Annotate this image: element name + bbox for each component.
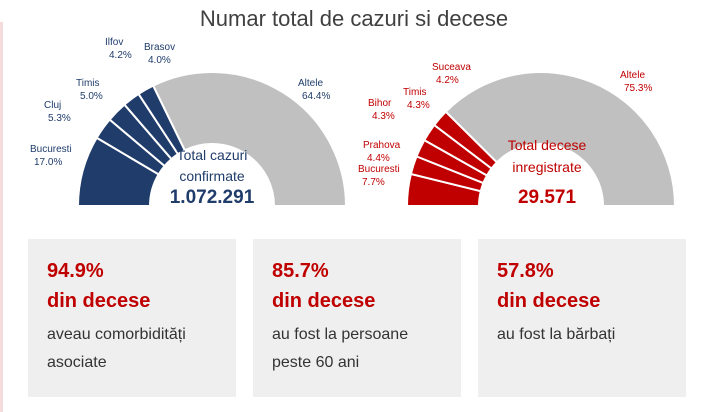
slice-label-altele: Altele <box>298 78 323 89</box>
slice-value-cluj: 5.3% <box>48 113 71 124</box>
slice-label-prahova: Prahova <box>363 140 401 151</box>
center-label-2: confirmate <box>179 168 245 184</box>
center-label-1: Total decese <box>508 137 587 153</box>
center-total: 1.072.291 <box>170 187 255 208</box>
slice-label-altele: Altele <box>620 70 645 81</box>
deaths-chart: Bucuresti 7.7% Prahova 4.4% Bihor 4.3% Timis 4.… <box>358 62 677 208</box>
stat-card-subtitle: din decese <box>47 290 151 312</box>
accent-line <box>0 22 3 412</box>
stat-card-percent: 85.7% <box>272 260 329 282</box>
slice-value-altele: 64.4% <box>302 91 330 102</box>
slice-label-cluj: Cluj <box>44 100 61 111</box>
stat-card-comorbidities: 94.9% din decese aveau comorbidități aso… <box>28 239 236 397</box>
stat-card-line1: au fost la bărbați <box>497 326 616 343</box>
slice-label-brasov: Brasov <box>144 42 175 53</box>
page-title: Numar total de cazuri si decese <box>199 6 509 31</box>
stat-card-subtitle: din decese <box>272 290 376 312</box>
slice-label-bihor: Bihor <box>368 98 392 109</box>
slice-value-brasov: 4.0% <box>148 55 171 66</box>
stat-card-line2: peste 60 ani <box>272 354 360 371</box>
stat-card-gender: 57.8% din decese au fost la bărbați <box>478 239 686 397</box>
slice-altele <box>444 71 677 207</box>
center-label-2: inregistrate <box>512 159 581 175</box>
slice-label-bucuresti: Bucuresti <box>358 164 400 175</box>
slice-value-bucuresti: 17.0% <box>34 157 62 168</box>
stat-card-subtitle: din decese <box>497 290 601 312</box>
cases-chart: Bucuresti 17.0% Cluj 5.3% Timis 5.0% Ilfov 4.2%… <box>30 37 348 208</box>
slice-value-prahova: 4.4% <box>367 153 390 164</box>
center-total: 29.571 <box>518 187 577 208</box>
slice-value-suceava: 4.2% <box>436 75 459 86</box>
slice-value-bucuresti: 7.7% <box>362 177 385 188</box>
slice-altele <box>151 71 348 207</box>
stat-card-age: 85.7% din decese au fost la persoane pes… <box>253 239 461 397</box>
slice-value-timis: 4.3% <box>407 100 430 111</box>
slice-label-timis: Timis <box>403 87 427 98</box>
stat-card-line1: aveau comorbidități <box>47 326 186 343</box>
stat-card-line1: au fost la persoane <box>272 326 409 343</box>
slice-value-timis: 5.0% <box>80 91 103 102</box>
stat-card-percent: 57.8% <box>497 260 554 282</box>
stat-card-percent: 94.9% <box>47 260 104 282</box>
slice-value-altele: 75.3% <box>624 83 652 94</box>
stat-card-line2: asociate <box>47 354 107 371</box>
charts-area: Bucuresti 17.0% Cluj 5.3% Timis 5.0% Ilfov 4.2%… <box>30 37 677 208</box>
slice-label-timis: Timis <box>76 78 100 89</box>
center-label-1: Total cazuri <box>177 147 248 163</box>
slice-label-bucuresti: Bucuresti <box>30 144 72 155</box>
slice-label-suceava: Suceava <box>432 62 471 73</box>
slice-value-bihor: 4.3% <box>372 111 395 122</box>
slice-label-ilfov: Ilfov <box>105 37 123 48</box>
slice-value-ilfov: 4.2% <box>109 50 132 61</box>
